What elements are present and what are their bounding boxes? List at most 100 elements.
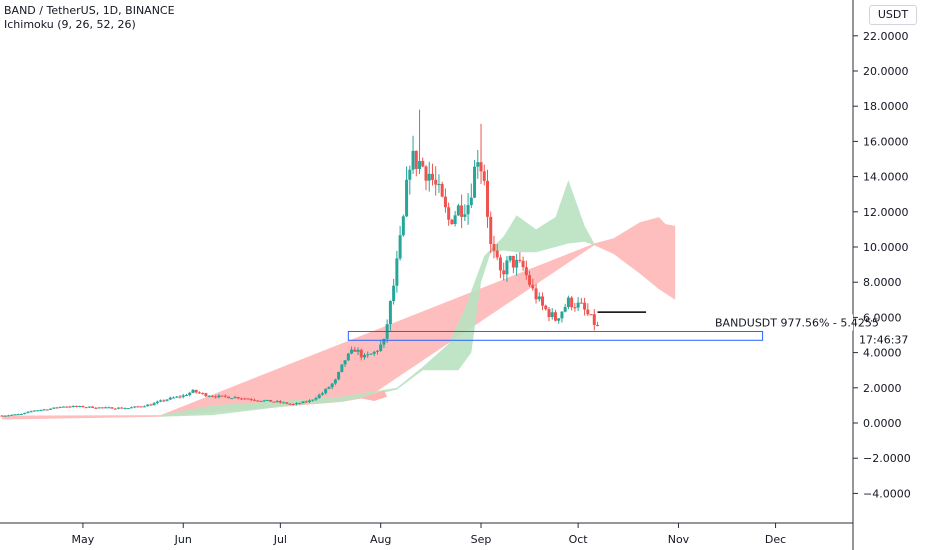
candle-body <box>71 405 75 407</box>
candle-body <box>502 270 506 275</box>
candle-body <box>81 406 85 408</box>
candle-body <box>537 296 541 300</box>
y-tick-label: 12.0000 <box>863 206 909 219</box>
candle-body <box>249 399 253 401</box>
candle-body <box>16 414 20 416</box>
candle-body <box>210 396 214 398</box>
candle-body <box>55 407 59 409</box>
candle-body <box>168 397 172 400</box>
candle-body <box>282 402 286 404</box>
candle-body <box>476 162 480 167</box>
candle-body <box>547 309 551 318</box>
candle-body <box>430 173 434 180</box>
candle-body <box>498 257 502 271</box>
symbol-price-label[interactable]: BANDUSDT 977.56% - 5.4255 <box>707 314 879 331</box>
indicator-title[interactable]: Ichimoku (9, 26, 52, 26) <box>4 18 136 31</box>
candle-body <box>343 360 347 365</box>
candle-body <box>586 309 590 315</box>
candle-body <box>207 396 211 398</box>
candle-body <box>155 401 159 404</box>
candle-body <box>84 407 88 409</box>
x-tick-label: Oct <box>569 533 589 546</box>
time-axis[interactable]: May Jun Jul Aug Sep Oct Nov Dec <box>72 523 787 546</box>
y-tick-label: 2.0000 <box>863 382 902 395</box>
candle-body <box>275 401 279 403</box>
x-tick-label: Dec <box>765 533 786 546</box>
candle-body <box>524 267 528 276</box>
y-tick-label: −2.0000 <box>863 452 911 465</box>
candle-body <box>469 197 473 206</box>
candle-body <box>94 407 98 409</box>
y-tick-label: 14.0000 <box>863 171 909 184</box>
candle-body <box>39 409 43 411</box>
symbol-price-label-bg <box>707 314 853 331</box>
candle-body <box>437 184 441 186</box>
candle-body <box>369 353 373 355</box>
candle-body <box>356 349 360 352</box>
candle-body <box>314 398 318 400</box>
candle-body <box>579 302 583 304</box>
candle-body <box>32 410 36 412</box>
candle-body <box>414 150 418 169</box>
candle-body <box>87 406 91 408</box>
currency-button[interactable]: USDT <box>869 5 917 25</box>
candle-body <box>236 397 240 399</box>
candle-body <box>178 396 182 398</box>
y-tick-label: 8.0000 <box>863 276 902 289</box>
candle-body <box>223 395 227 397</box>
candle-body <box>230 398 234 400</box>
candle-body <box>197 392 201 394</box>
ichimoku-cloud <box>2 180 676 420</box>
candle-body <box>272 401 276 403</box>
candle-body <box>518 259 522 261</box>
y-tick-label: 6.0000 <box>863 311 902 324</box>
bar-countdown-bg <box>854 331 932 348</box>
drawings <box>347 311 764 341</box>
candle-body <box>214 396 218 398</box>
candle-body <box>269 399 273 402</box>
candle-body <box>388 301 392 325</box>
candle-body <box>592 314 596 325</box>
candle-body <box>256 400 260 402</box>
candle-body <box>295 403 299 405</box>
symbol-title[interactable]: BAND / TetherUS, 1D, BINANCE <box>4 4 175 17</box>
candle-body <box>528 275 532 285</box>
candle-body <box>172 397 176 399</box>
candle-body <box>191 389 195 393</box>
cloud-bearish <box>2 217 676 420</box>
candle-body <box>466 205 470 215</box>
candle-body <box>120 407 124 409</box>
candle-body <box>392 285 396 302</box>
candle-body <box>340 364 344 372</box>
candle-body <box>596 324 600 326</box>
x-tick-label: Sep <box>471 533 492 546</box>
candle-body <box>58 406 62 408</box>
horizontal-box[interactable] <box>347 330 764 341</box>
candle-body <box>495 250 499 258</box>
candle-body <box>78 406 82 408</box>
candle-body <box>401 216 405 236</box>
candle-body <box>573 307 577 309</box>
candle-body <box>149 404 153 406</box>
candle-body <box>65 406 69 408</box>
candle-body <box>152 403 156 406</box>
candle-body <box>0 415 4 417</box>
candle-body <box>311 399 315 401</box>
candle-body <box>363 355 367 358</box>
candle-body <box>36 410 40 412</box>
x-tick-label: Jun <box>174 533 192 546</box>
candle-body <box>521 260 525 268</box>
candle-body <box>589 314 593 316</box>
candle-body <box>317 394 321 399</box>
candle-body <box>133 406 137 408</box>
candle-body <box>350 349 354 354</box>
candle-body <box>52 407 56 409</box>
candle-body <box>100 407 104 409</box>
candle-body <box>142 406 146 408</box>
candle-body <box>379 344 383 351</box>
candle-body <box>456 205 460 216</box>
candle-body <box>146 404 150 407</box>
candle-body <box>217 395 221 398</box>
price-axis[interactable]: −4.0000 −2.0000 0.0000 2.0000 4.0000 6.0000 8.… <box>853 30 911 501</box>
